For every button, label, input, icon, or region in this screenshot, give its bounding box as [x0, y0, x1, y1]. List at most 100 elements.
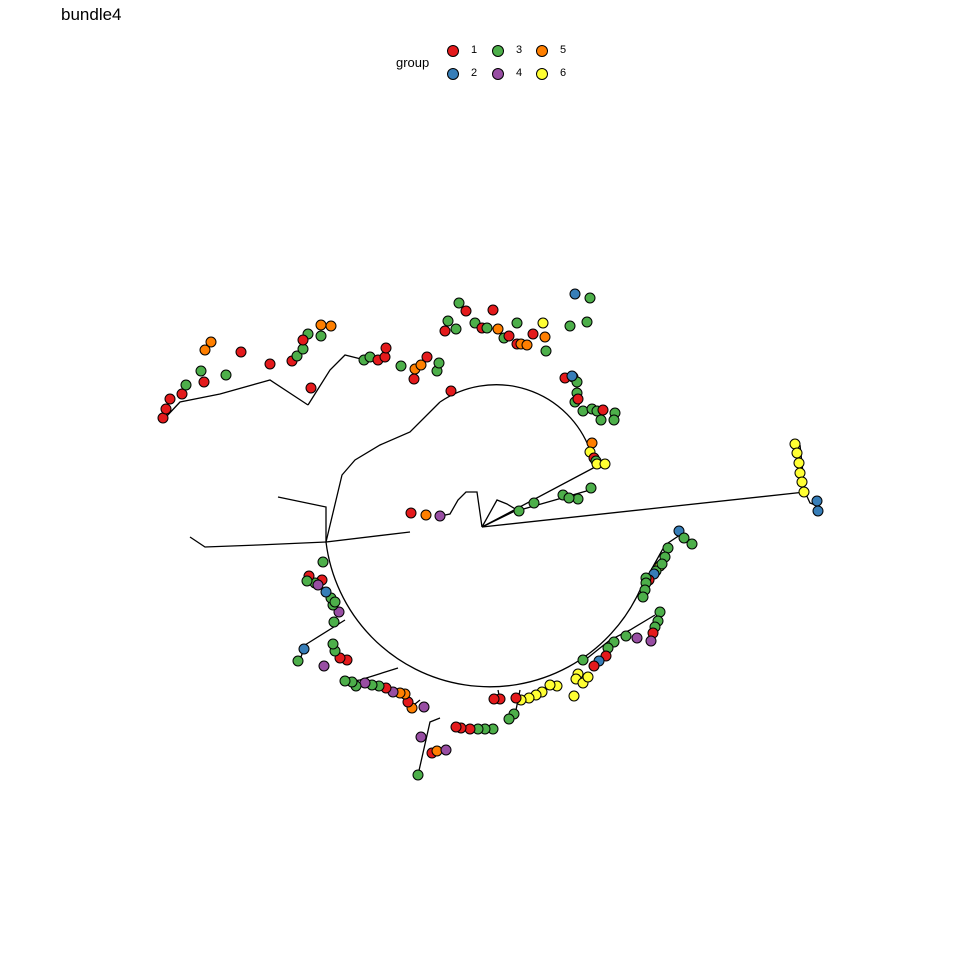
tip-point-group-6 — [544, 679, 556, 691]
plot-title: bundle4 — [61, 5, 122, 24]
legend-swatch-6 — [536, 68, 548, 80]
legend-swatch-5 — [536, 45, 548, 57]
tip-point-group-1 — [450, 721, 462, 733]
tip-point-group-1 — [460, 305, 472, 317]
tip-point-group-1 — [176, 388, 188, 400]
tip-point-group-4 — [333, 606, 345, 618]
upper-left-branch — [307, 354, 366, 406]
tree-branches — [164, 354, 819, 776]
tip-point-group-3 — [513, 505, 525, 517]
legend-label-5: 5 — [560, 44, 567, 56]
tip-point-group-3 — [654, 606, 666, 618]
tip-point-group-3 — [339, 675, 351, 687]
tip-point-group-3 — [656, 558, 668, 570]
tip-point-group-2 — [566, 370, 578, 382]
upper-left-branch — [325, 401, 441, 543]
tip-point-group-5 — [315, 319, 327, 331]
tip-point-group-1 — [405, 507, 417, 519]
tip-point-group-1 — [597, 404, 609, 416]
tip-point-group-3 — [481, 322, 493, 334]
tip-point-group-3 — [395, 360, 407, 372]
tip-point-group-4 — [318, 660, 330, 672]
tip-point-group-1 — [380, 342, 392, 354]
tip-point-group-3 — [292, 655, 304, 667]
tip-point-group-6 — [798, 486, 810, 498]
tip-point-group-3 — [608, 414, 620, 426]
tip-point-group-3 — [577, 654, 589, 666]
tip-point-group-1 — [487, 304, 499, 316]
tip-point-group-6 — [794, 467, 806, 479]
tip-point-group-4 — [312, 579, 324, 591]
tip-point-group-3 — [180, 379, 192, 391]
tip-point-group-3 — [503, 713, 515, 725]
tip-point-group-1 — [488, 693, 500, 705]
tip-point-group-4 — [434, 510, 446, 522]
root-branch — [439, 491, 483, 528]
tip-point-group-3 — [563, 492, 575, 504]
tip-point-group-6 — [582, 671, 594, 683]
tip-point-group-1 — [305, 382, 317, 394]
tip-point-group-6 — [789, 438, 801, 450]
tip-point-group-1 — [503, 330, 515, 342]
tip-point-group-4 — [359, 677, 371, 689]
lower-branch — [417, 717, 441, 776]
legend-swatch-4 — [492, 68, 504, 80]
tip-point-group-3 — [450, 323, 462, 335]
tip-point-group-5 — [205, 336, 217, 348]
tip-point-group-3 — [678, 532, 690, 544]
tip-point-group-3 — [662, 542, 674, 554]
upper-left-branch — [164, 379, 309, 419]
legend-label-4: 4 — [516, 67, 523, 79]
tip-point-group-6 — [793, 457, 805, 469]
tip-point-group-1 — [198, 376, 210, 388]
tip-point-group-1 — [235, 346, 247, 358]
tip-point-group-5 — [415, 359, 427, 371]
upper-right-arc — [439, 384, 591, 451]
tip-point-group-5 — [586, 437, 598, 449]
tip-point-group-1 — [164, 393, 176, 405]
legend-label-6: 6 — [560, 67, 567, 79]
legend-swatch-2 — [447, 68, 459, 80]
tip-point-group-3 — [620, 630, 632, 642]
tip-point-group-2 — [320, 586, 332, 598]
tree-tips — [157, 288, 824, 781]
tip-point-group-1 — [297, 334, 309, 346]
tip-point-group-2 — [811, 495, 823, 507]
tip-point-group-1 — [421, 351, 433, 363]
tip-point-group-3 — [329, 596, 341, 608]
tip-point-group-3 — [315, 330, 327, 342]
tip-point-group-3 — [220, 369, 232, 381]
long-branch-yellow-clade — [481, 491, 806, 528]
tip-point-group-1 — [408, 373, 420, 385]
tip-point-group-5 — [539, 331, 551, 343]
legend-label-2: 2 — [471, 67, 478, 79]
legend-label-3: 3 — [516, 44, 523, 56]
tip-point-group-1 — [464, 723, 476, 735]
tip-point-group-6 — [537, 317, 549, 329]
tip-point-group-6 — [796, 476, 808, 488]
tip-point-group-3 — [301, 575, 313, 587]
tip-point-group-1 — [379, 351, 391, 363]
tip-point-group-3 — [585, 482, 597, 494]
lower-arc — [325, 541, 641, 688]
tip-point-group-3 — [453, 297, 465, 309]
legend-swatch-3 — [492, 45, 504, 57]
legend-label-1: 1 — [471, 44, 478, 56]
tip-point-group-3 — [291, 350, 303, 362]
tip-point-group-3 — [564, 320, 576, 332]
tip-point-group-3 — [528, 497, 540, 509]
tip-point-group-5 — [325, 320, 337, 332]
tip-point-group-5 — [521, 339, 533, 351]
tip-point-group-5 — [492, 323, 504, 335]
tip-point-group-3 — [412, 769, 424, 781]
left-stem — [189, 536, 327, 548]
tip-point-group-3 — [317, 556, 329, 568]
tip-point-group-6 — [791, 447, 803, 459]
tip-point-group-3 — [433, 357, 445, 369]
lower-branch — [584, 614, 656, 661]
tip-point-group-5 — [431, 745, 443, 757]
tip-point-group-2 — [298, 643, 310, 655]
tip-point-group-1 — [445, 385, 457, 397]
